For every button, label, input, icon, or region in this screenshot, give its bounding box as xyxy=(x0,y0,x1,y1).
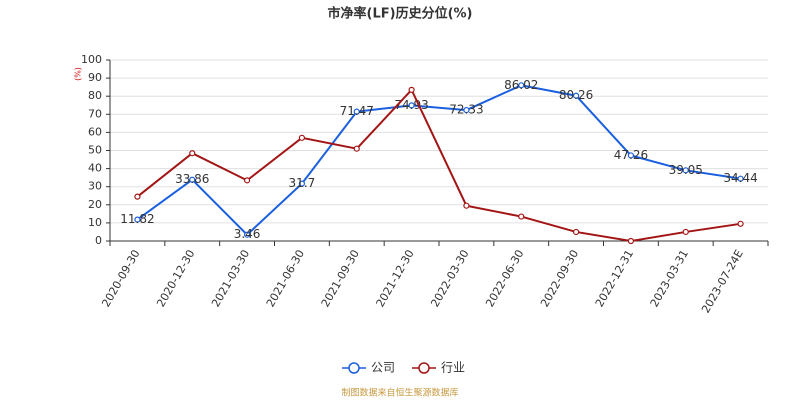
data-point xyxy=(627,237,635,245)
chart-title: 市净率(LF)历史分位(%) xyxy=(328,6,473,22)
data-label: 80.26 xyxy=(559,88,593,102)
data-point xyxy=(298,180,306,187)
x-tick-label: 2022-03-30 xyxy=(428,247,471,309)
data-point xyxy=(298,134,306,141)
data-label: 11.82 xyxy=(120,212,154,226)
x-tick-label: 2020-09-30 xyxy=(99,248,142,310)
y-axis-label: (%) xyxy=(74,67,83,81)
data-label: 72.33 xyxy=(449,103,483,117)
data-point xyxy=(134,193,141,200)
series-line xyxy=(136,84,741,237)
data-point xyxy=(408,86,415,93)
x-tick-label: 2022-12-31 xyxy=(593,248,636,310)
data-point xyxy=(189,176,196,183)
data-label: 3.46 xyxy=(234,227,261,241)
data-point xyxy=(134,216,141,223)
legend-label: 行业 xyxy=(441,361,465,375)
data-point xyxy=(353,108,360,115)
data-point xyxy=(572,228,580,236)
source-note: 制图数据来自恒生聚源数据库 xyxy=(341,387,458,399)
data-point xyxy=(353,145,360,152)
x-tick-label: 2020-12-30 xyxy=(154,248,197,310)
data-point xyxy=(243,177,251,184)
data-label: 47.26 xyxy=(614,148,648,162)
data-label: 71.47 xyxy=(340,104,374,118)
legend-label: 公司 xyxy=(371,361,395,375)
series-line xyxy=(136,88,741,243)
data-point xyxy=(572,92,580,99)
x-tick-label: 2022-09-30 xyxy=(538,248,581,310)
data-point xyxy=(518,213,525,220)
data-point xyxy=(627,152,635,159)
y-tick-label: 10 xyxy=(88,216,102,229)
data-label: 31.7 xyxy=(289,176,316,190)
y-tick-label: 50 xyxy=(88,144,102,157)
x-tick-label: 2021-03-30 xyxy=(209,247,252,309)
data-point xyxy=(463,106,470,114)
x-tick-label: 2023-07-24E xyxy=(699,247,746,315)
legend-marker xyxy=(348,362,360,374)
y-tick-label: 30 xyxy=(88,180,102,193)
y-tick-label: 40 xyxy=(88,162,102,175)
data-point xyxy=(463,202,470,209)
y-tick-label: 90 xyxy=(88,71,102,84)
y-tick-label: 70 xyxy=(88,107,102,120)
data-label: 74.93 xyxy=(394,98,428,112)
data-label: 39.05 xyxy=(669,163,703,177)
data-point xyxy=(189,150,196,157)
data-label: 33.86 xyxy=(175,172,209,186)
x-tick-label: 2023-03-31 xyxy=(648,248,691,310)
data-point xyxy=(682,167,689,174)
x-tick-label: 2021-06-30 xyxy=(264,248,307,310)
y-tick-label: 60 xyxy=(88,125,102,138)
data-point xyxy=(243,231,251,238)
data-point xyxy=(682,228,689,236)
x-tick-label: 2021-09-30 xyxy=(319,248,362,310)
x-tick-label: 2021-12-30 xyxy=(374,248,417,310)
data-point xyxy=(737,175,744,182)
data-point xyxy=(518,82,525,89)
y-tick-label: 20 xyxy=(88,198,102,211)
legend-marker xyxy=(418,362,430,374)
y-tick-label: 0 xyxy=(95,234,102,247)
data-point xyxy=(408,102,415,109)
data-label: 34.44 xyxy=(723,171,757,185)
x-tick-label: 2022-06-30 xyxy=(483,248,526,310)
data-point xyxy=(737,220,744,227)
data-label: 86.02 xyxy=(504,78,538,92)
y-tick-label: 80 xyxy=(88,89,102,102)
y-tick-label: 100 xyxy=(81,53,102,66)
